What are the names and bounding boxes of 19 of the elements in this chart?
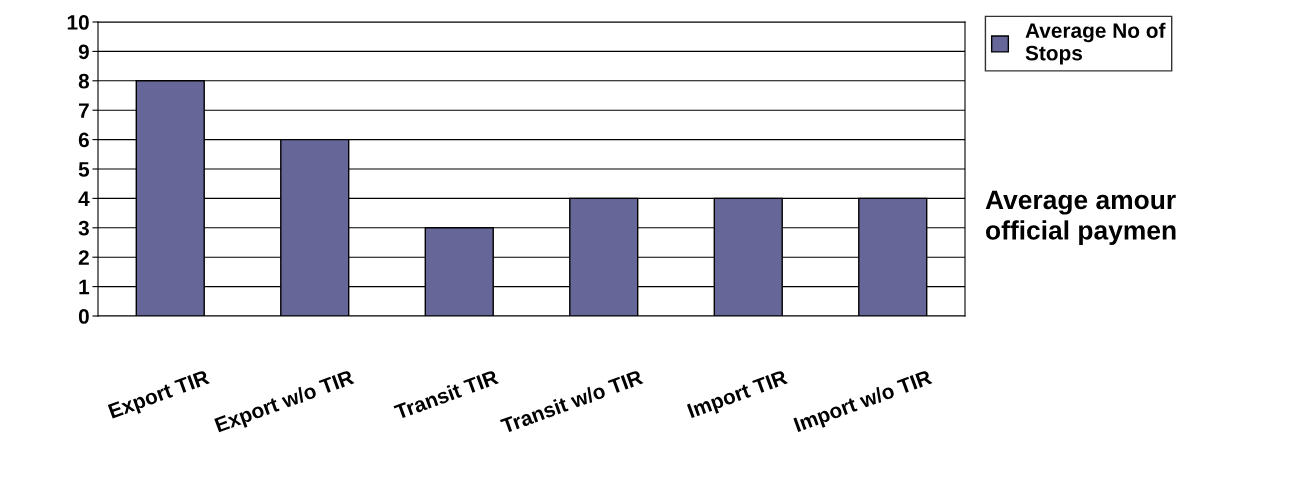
x-tick-label: Import w/o TIR bbox=[793, 368, 934, 437]
x-tick-label: Import TIR bbox=[686, 369, 790, 423]
text: Average amour official paymen bbox=[985, 190, 1176, 245]
y-tick-label: 4 bbox=[78, 191, 90, 206]
y-tick-label: 0 bbox=[78, 309, 89, 324]
y-tick-label: 9 bbox=[78, 44, 89, 60]
x-tick-label: Export w/o TIR bbox=[214, 368, 356, 437]
y-tick-label: 2 bbox=[78, 250, 89, 265]
y-tick-label: 1 bbox=[79, 279, 90, 295]
y-tick-label: 5 bbox=[78, 162, 90, 177]
y-tick-label: 6 bbox=[78, 132, 89, 148]
x-tick-label: Transit w/o TIR bbox=[499, 368, 644, 434]
x-tick-label: Export TIR bbox=[107, 369, 212, 423]
y-tick-label: 7 bbox=[78, 103, 89, 118]
legend-label: Average No of Stops bbox=[1025, 22, 1166, 65]
y-tick-label: 3 bbox=[78, 220, 89, 236]
y-tick-label: 8 bbox=[78, 73, 90, 89]
x-tick-label: Transit TIR bbox=[393, 368, 500, 420]
y-tick-label: 10 bbox=[67, 15, 89, 30]
